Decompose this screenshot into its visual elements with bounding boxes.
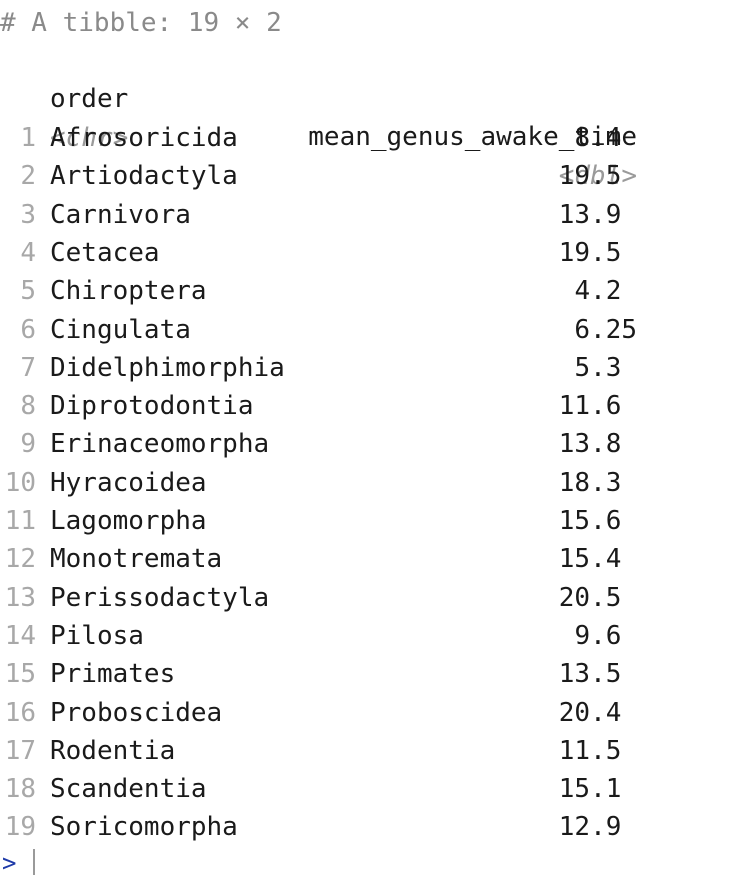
column-name-mean-genus-awake-time: mean_genus_awake_time — [308, 122, 637, 152]
cell-mean-genus-awake-time: 18.3 — [558, 467, 622, 498]
row-number: 9 — [20, 429, 36, 460]
cell-order: Scandentia — [50, 774, 207, 805]
cell-order: Erinaceomorpha — [50, 429, 270, 460]
row-number: 11 — [4, 506, 36, 536]
cell-mean-genus-awake-time: 13.9 — [558, 199, 622, 230]
tibble-header-comment: # A tibble: 19 × 2 — [0, 8, 282, 38]
cell-mean-genus-awake-time: 4.2 — [574, 276, 622, 307]
cell-order: Hyracoidea — [50, 467, 207, 498]
cell-order: Pilosa — [50, 620, 144, 651]
cell-mean-genus-awake-time: 15.4 — [558, 544, 622, 575]
table-row: 5 Chiroptera 4.2 — [0, 272, 737, 310]
column-type-row: <chr> <dbl> — [0, 81, 737, 191]
console-prompt: > — [2, 849, 17, 877]
cell-order: Proboscidea — [50, 697, 223, 728]
table-row: 8 Diprotodontia 11.6 — [0, 387, 737, 425]
table-row: 7 Didelphimorphia 5.3 — [0, 349, 737, 387]
row-number: 7 — [20, 352, 36, 383]
cell-mean-genus-awake-time: 15.6 — [558, 506, 622, 536]
row-number: 1 — [20, 123, 36, 153]
cell-mean-genus-awake-time: 12.9 — [558, 812, 622, 843]
cell-mean-genus-awake-time: 5.3 — [574, 352, 622, 383]
table-row: 15 Primates 13.5 — [0, 655, 737, 693]
cell-order: Diprotodontia — [50, 391, 254, 422]
table-row: 11 Lagomorpha 15.6 — [0, 502, 737, 540]
row-number: 13 — [4, 582, 36, 613]
cell-order: Chiroptera — [50, 276, 207, 307]
row-number: 4 — [20, 237, 36, 268]
row-number: 12 — [4, 544, 36, 575]
table-row: 19 Soricomorpha 12.9 — [0, 808, 737, 846]
cell-mean-genus-awake-time: 15.1 — [558, 774, 622, 805]
cell-order: Soricomorpha — [50, 812, 238, 843]
cell-mean-genus-awake-time: 11.5 — [558, 735, 622, 766]
cell-mean-genus-awake-time: 19.5 — [558, 237, 622, 268]
cell-mean-genus-awake-time: 19.5 — [558, 161, 622, 192]
text-cursor[interactable] — [33, 849, 35, 875]
cell-mean-genus-awake-time: 13.5 — [558, 659, 622, 690]
cell-order: Carnivora — [50, 199, 191, 230]
table-row: 17 Rodentia 11.5 — [0, 732, 737, 770]
cell-mean-genus-awake-time: 6.25 — [574, 314, 637, 345]
cell-order: Cingulata — [50, 314, 191, 345]
table-row: 18 Scandentia 15.1 — [0, 770, 737, 808]
table-row: 10 Hyracoidea 18.3 — [0, 464, 737, 502]
cell-order: Primates — [50, 659, 176, 690]
row-number: 15 — [4, 659, 36, 690]
cell-mean-genus-awake-time: 13.8 — [558, 429, 622, 460]
table-row: 3 Carnivora 13.9 — [0, 196, 737, 234]
cell-mean-genus-awake-time: 9.6 — [574, 620, 622, 651]
row-number: 16 — [4, 697, 36, 728]
table-row: 4 Cetacea 19.5 — [0, 234, 737, 272]
cell-order: Lagomorpha — [50, 506, 207, 536]
row-number: 10 — [4, 467, 36, 498]
cell-order: Perissodactyla — [50, 582, 270, 613]
column-name-order: order — [50, 84, 129, 114]
cell-mean-genus-awake-time: 20.4 — [558, 697, 622, 728]
row-number: 6 — [20, 314, 36, 345]
table-row: 12 Monotremata 15.4 — [0, 540, 737, 578]
cell-order: Didelphimorphia — [50, 352, 285, 383]
table-row: 9 Erinaceomorpha 13.8 — [0, 425, 737, 463]
column-type-order: <chr> — [50, 123, 129, 153]
table-row: 13 Perissodactyla 20.5 — [0, 579, 737, 617]
cell-order: Afrosoricida — [50, 123, 238, 153]
cell-order: Monotremata — [50, 544, 223, 575]
row-number: 8 — [20, 391, 36, 422]
cell-mean-genus-awake-time: 8.4 — [574, 123, 622, 153]
column-header-row: order mean_genus_awake_time — [0, 42, 737, 152]
row-number: 5 — [20, 276, 36, 307]
table-row: 16 Proboscidea 20.4 — [0, 694, 737, 732]
table-row: 6 Cingulata 6.25 — [0, 311, 737, 349]
column-type-mean-genus-awake-time: <dbl> — [558, 161, 637, 191]
table-row: 14 Pilosa 9.6 — [0, 617, 737, 655]
row-number: 2 — [20, 161, 36, 192]
row-number: 14 — [4, 620, 36, 651]
table-row: 2 Artiodactyla 19.5 — [0, 157, 737, 195]
row-number: 19 — [4, 812, 36, 843]
cell-order: Cetacea — [50, 237, 160, 268]
row-number: 3 — [20, 199, 36, 230]
row-number: 18 — [4, 774, 36, 805]
table-row: 1 Afrosoricida 8.4 — [0, 119, 737, 157]
cell-order: Rodentia — [50, 735, 176, 766]
cell-mean-genus-awake-time: 20.5 — [558, 582, 622, 613]
row-number: 17 — [4, 735, 36, 766]
cell-order: Artiodactyla — [50, 161, 238, 192]
cell-mean-genus-awake-time: 11.6 — [558, 391, 622, 422]
